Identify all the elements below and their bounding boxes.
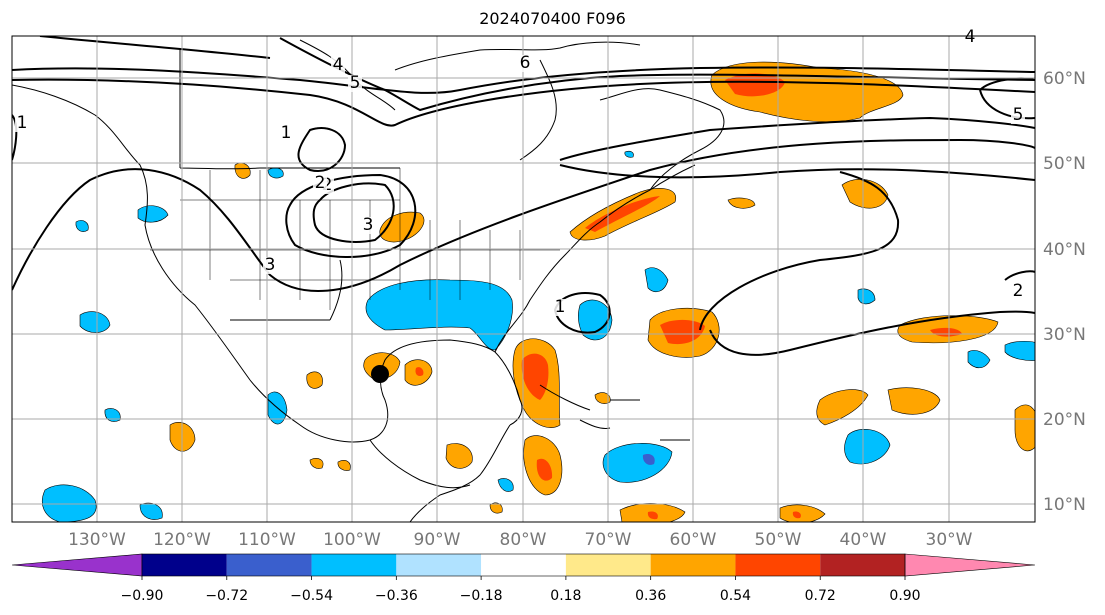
colorbar-segment bbox=[565, 554, 651, 576]
colorbar-segment bbox=[226, 554, 312, 576]
contour-label: 3 bbox=[265, 255, 276, 275]
colorbar-segment bbox=[735, 554, 821, 576]
colorbar-tick-label: −0.18 bbox=[460, 588, 503, 604]
longitude-label: 130°W bbox=[68, 530, 126, 550]
latitude-label: 40°N bbox=[1043, 240, 1086, 260]
colorbar-tick-label: −0.36 bbox=[375, 588, 418, 604]
contour-label: 3 bbox=[363, 215, 374, 235]
colorbar-segment bbox=[650, 554, 736, 576]
longitude-label: 90°W bbox=[414, 530, 461, 550]
contour-lines bbox=[12, 36, 1035, 356]
colorbar-segment bbox=[142, 554, 227, 576]
latitude-label: 50°N bbox=[1043, 154, 1086, 174]
contour-label: 1 bbox=[281, 123, 292, 143]
longitude-label: 50°W bbox=[755, 530, 802, 550]
colorbar-segment bbox=[311, 554, 397, 576]
storm-center-marker bbox=[371, 365, 389, 383]
contour-label: 4 bbox=[333, 55, 344, 75]
contour-label: 1 bbox=[555, 297, 566, 317]
colorbar-segment bbox=[396, 554, 482, 576]
colorbar-tick-label: −0.54 bbox=[290, 588, 333, 604]
colorbar-under-triangle bbox=[11, 553, 143, 577]
colorbar-tick-label: 0.18 bbox=[550, 588, 581, 604]
longitude-label: 30°W bbox=[926, 530, 973, 550]
contour-label: 6 bbox=[520, 53, 531, 73]
chart-title: 2024070400 F096 bbox=[479, 9, 626, 28]
contour-labels: 1234561212345 bbox=[15, 27, 1025, 317]
latitude-label: 30°N bbox=[1043, 325, 1086, 345]
latitude-label: 20°N bbox=[1043, 410, 1086, 430]
map-frame bbox=[11, 35, 1036, 523]
colorbar-tick-label: −0.72 bbox=[205, 588, 248, 604]
colorbar-labels: −0.90 −0.72 −0.54 −0.36 −0.18 0.18 0.36 0.54 0.7… bbox=[121, 576, 921, 604]
longitude-labels: 130°W 120°W 110°W 100°W 90°W 80°W 70°W 60°W 50°W… bbox=[68, 530, 973, 550]
longitude-label: 40°W bbox=[840, 530, 887, 550]
contour-label: 4 bbox=[965, 27, 976, 47]
longitude-label: 110°W bbox=[238, 530, 296, 550]
colorbar-tick-label: 0.90 bbox=[889, 588, 920, 604]
longitude-label: 70°W bbox=[585, 530, 632, 550]
longitude-label: 60°W bbox=[670, 530, 717, 550]
state-borders bbox=[150, 168, 560, 310]
colorbar-tick-label: 0.36 bbox=[635, 588, 666, 604]
latitude-label: 10°N bbox=[1043, 495, 1086, 515]
contour-label: 2 bbox=[315, 173, 326, 193]
colorbar-over-triangle bbox=[904, 553, 1036, 577]
contour-label: 2 bbox=[1013, 281, 1024, 301]
colorbar bbox=[11, 553, 1036, 577]
latitude-labels: 60°N 50°N 40°N 30°N 20°N 10°N bbox=[1043, 69, 1086, 515]
contour-label: 1 bbox=[17, 113, 28, 133]
colorbar-tick-label: 0.54 bbox=[720, 588, 751, 604]
colorbar-segment bbox=[481, 554, 566, 576]
longitude-label: 100°W bbox=[323, 530, 381, 550]
gridlines bbox=[12, 36, 1035, 522]
contour-label: 5 bbox=[1013, 105, 1024, 125]
longitude-label: 80°W bbox=[500, 530, 547, 550]
colorbar-tick-label: −0.90 bbox=[121, 588, 164, 604]
colorbar-segment bbox=[820, 554, 905, 576]
longitude-label: 120°W bbox=[153, 530, 211, 550]
colorbar-tick-label: 0.72 bbox=[805, 588, 836, 604]
contour-label: 5 bbox=[350, 73, 361, 93]
latitude-label: 60°N bbox=[1043, 69, 1086, 89]
